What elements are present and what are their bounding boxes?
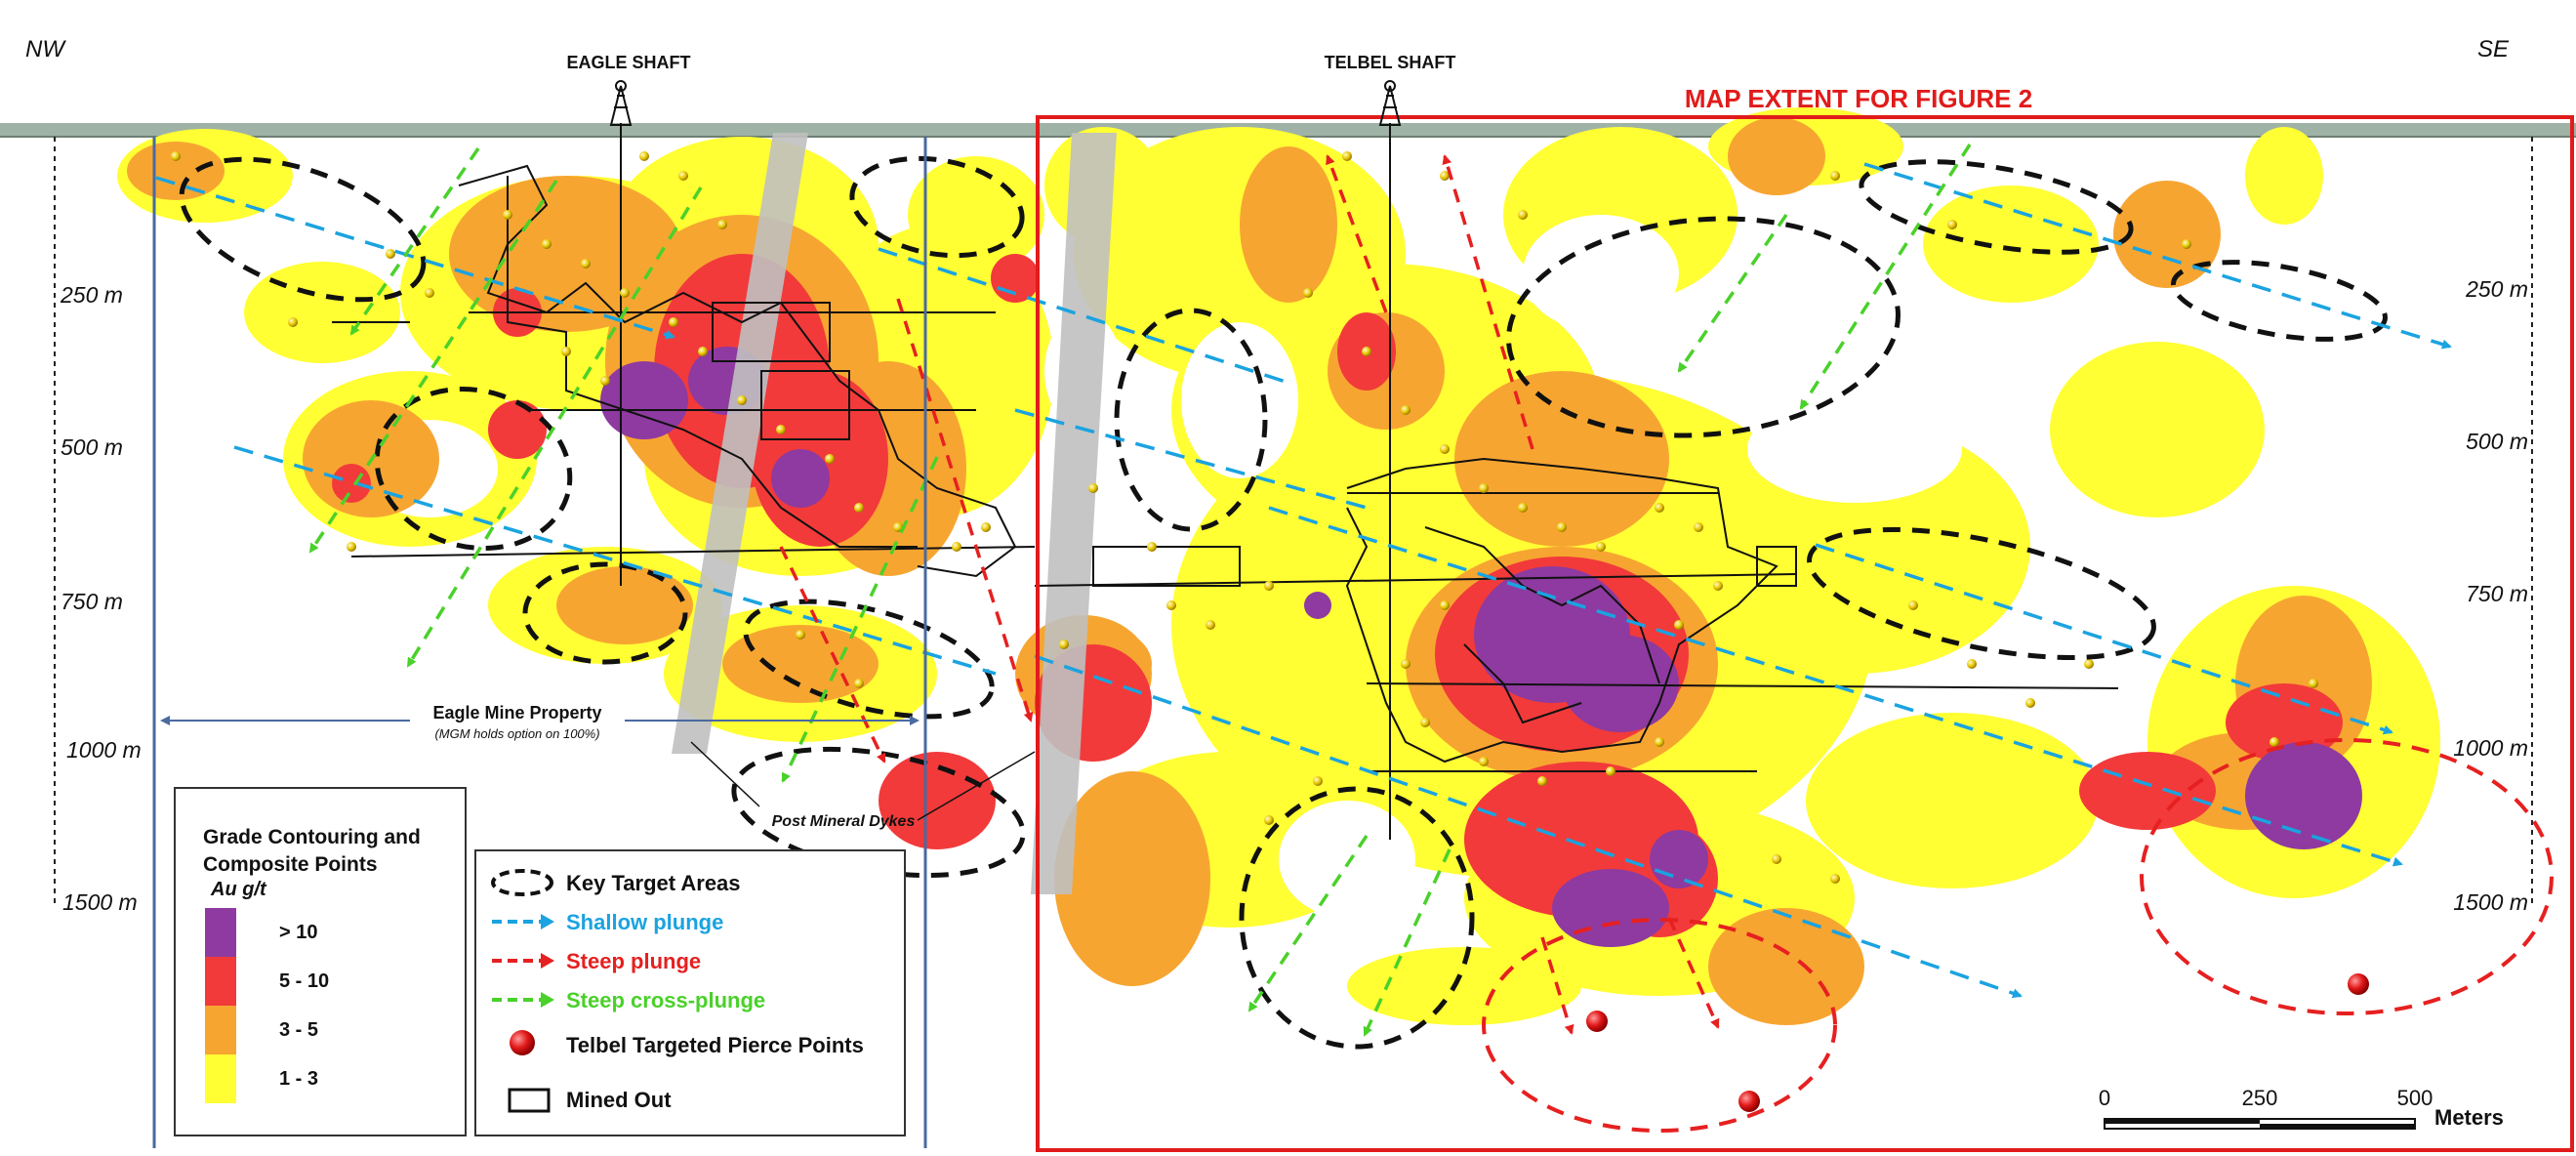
eagle-shaft-label: EAGLE SHAFT (566, 53, 690, 72)
dyke-callouts (690, 741, 1036, 821)
steep-plunge-arrows (779, 154, 1720, 1035)
scale-bar (2104, 1118, 2416, 1130)
depth-label: 500 m (2466, 429, 2528, 454)
key-legend: Key Target Areas Shallow plunge Steep pl… (474, 849, 906, 1136)
eagle-headframe-icon (609, 80, 633, 126)
scale-bar-labels: 0 250 500 Meters (2099, 1086, 2504, 1130)
depth-label: 250 m (60, 282, 123, 308)
telbel-headframe-icon (1378, 80, 1402, 126)
depth-label: 250 m (2465, 276, 2528, 302)
dykes-label: Post Mineral Dykes (772, 813, 916, 830)
legend-key-label: Steep cross-plunge (566, 988, 766, 1012)
depth-label: 1000 m (66, 737, 142, 763)
grade-legend-title: Grade Contouring and Composite Points (203, 826, 421, 876)
ground-surface (0, 123, 2576, 137)
legend-steep-cross-plunge: Steep cross-plunge (488, 982, 898, 1017)
telbel-shaft-label: TELBEL SHAFT (1325, 53, 1456, 72)
property-note-label: (MGM holds option on 100%) (434, 726, 599, 741)
orange-swatch (205, 1006, 236, 1054)
scale-tick-500: 500 (2397, 1086, 2433, 1110)
eagle-mine-property-boundary (152, 137, 927, 1148)
rectangle-icon (508, 1088, 551, 1113)
red-swatch (205, 957, 236, 1006)
depth-label: 750 m (2466, 581, 2528, 606)
legend-key-label: Key Target Areas (566, 871, 741, 895)
nw-orientation-label: NW (25, 36, 66, 62)
legend-class-label: 1 - 3 (279, 1068, 319, 1090)
legend-steep-plunge: Steep plunge (488, 943, 898, 978)
depth-label: 1000 m (2453, 735, 2528, 761)
legend-key-label: Telbel Targeted Pierce Points (566, 1033, 864, 1057)
depth-label: 500 m (61, 434, 123, 460)
grade-legend: Grade Contouring and Composite Points Au… (174, 787, 467, 1136)
scale-tick-0: 0 (2099, 1086, 2110, 1110)
legend-key-label: Mined Out (566, 1088, 672, 1112)
legend-shallow-plunge: Shallow plunge (488, 904, 898, 939)
dashed-arrow-icon (492, 914, 554, 929)
composite-points (171, 151, 2318, 884)
post-mineral-dyke-1 (672, 133, 808, 754)
key-target-areas (179, 155, 2388, 1050)
legend-mined-out: Mined Out (488, 1082, 898, 1117)
scale-tick-250: 250 (2242, 1086, 2278, 1110)
mine-levels (332, 311, 2119, 772)
red-sphere-icon (510, 1030, 535, 1055)
depth-label: 1500 m (62, 889, 138, 915)
scale-unit-label: Meters (2434, 1105, 2504, 1130)
post-mineral-dyke-2 (1031, 133, 1117, 894)
legend-class-label: 3 - 5 (279, 1019, 319, 1041)
depth-label: 750 m (61, 589, 123, 614)
map-extent-label: MAP EXTENT FOR FIGURE 2 (1685, 84, 2032, 113)
right-depth-scale: 250 m 500 m 750 m 1000 m 1500 m (2453, 276, 2528, 915)
purple-swatch (205, 908, 236, 957)
se-orientation-label: SE (2477, 36, 2510, 62)
steep-cross-plunge-arrows (308, 144, 1972, 1037)
grade-legend-unit: Au g/t (211, 879, 266, 900)
telbel-pierce-points (1586, 973, 2369, 1112)
legend-class-1-3: 1 - 3 (205, 1054, 459, 1103)
legend-class-gt-10: > 10 (205, 908, 459, 957)
legend-key-label: Steep plunge (566, 949, 702, 973)
shallow-plunge-arrows (155, 162, 2452, 999)
dashed-arrow-icon (492, 992, 554, 1008)
legend-class-5-10: 5 - 10 (205, 957, 459, 1006)
depth-label: 1500 m (2453, 889, 2528, 915)
telbel-target-areas (1482, 738, 2554, 1133)
legend-key-label: Shallow plunge (566, 910, 724, 934)
dashed-ellipse-icon (491, 869, 553, 896)
legend-key-target-areas: Key Target Areas (488, 865, 898, 900)
dashed-arrow-icon (492, 953, 554, 969)
legend-class-label: > 10 (279, 922, 318, 943)
legend-class-label: 5 - 10 (279, 970, 330, 992)
legend-pierce-points: Telbel Targeted Pierce Points (488, 1027, 898, 1062)
property-name-label: Eagle Mine Property (432, 703, 601, 722)
legend-class-3-5: 3 - 5 (205, 1006, 459, 1054)
yellow-swatch (205, 1054, 236, 1103)
map-extent-box (1036, 115, 2574, 1152)
left-depth-scale: 250 m 500 m 750 m 1000 m 1500 m (60, 282, 142, 915)
